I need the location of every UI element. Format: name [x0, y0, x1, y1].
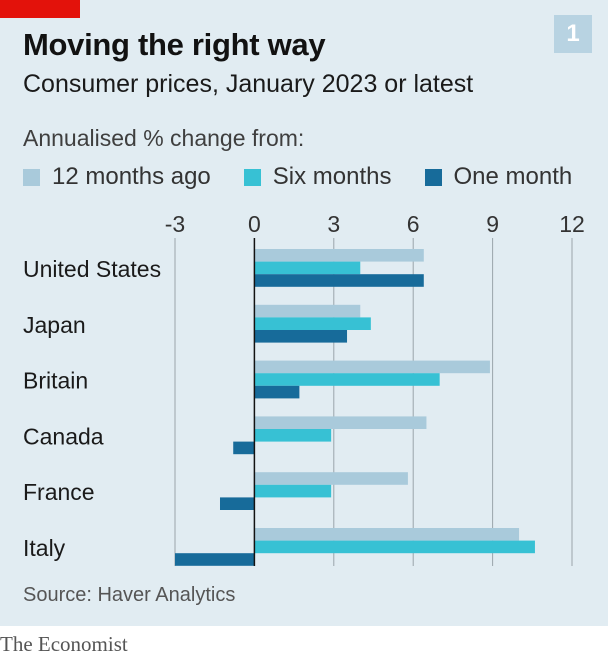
bar — [254, 528, 520, 541]
brand-red-bar — [0, 0, 80, 18]
bar — [254, 484, 332, 498]
source-note: Source: Haver Analytics — [23, 584, 236, 606]
bar — [254, 360, 490, 374]
legend-item-one-month: One month — [424, 163, 573, 191]
chart-title: Moving the right way — [23, 27, 326, 62]
legend-label-12-months: 12 months ago — [52, 163, 211, 190]
legend-label-one-month: One month — [453, 163, 573, 190]
bar — [233, 441, 255, 455]
bar — [254, 304, 361, 318]
legend-swatch-12-months — [23, 168, 40, 186]
legend-title: Annualised % change from: — [23, 125, 305, 151]
category-label: United States — [23, 256, 161, 282]
bar — [254, 249, 424, 262]
legend-swatch-six-months — [243, 168, 261, 186]
chart-subtitle: Consumer prices, January 2023 or latest — [23, 70, 474, 98]
category-label: Japan — [23, 312, 86, 338]
category-label: Britain — [23, 368, 88, 394]
bar — [254, 317, 371, 330]
bar — [254, 472, 408, 485]
category-label: Canada — [23, 423, 104, 449]
bar — [254, 429, 332, 442]
bar — [254, 330, 348, 343]
brand-wordmark: The Economist — [0, 632, 128, 656]
bar — [254, 373, 440, 386]
chart-number-badge: 1 — [554, 15, 592, 53]
x-tick-label: 3 — [327, 211, 340, 237]
bar-chart: -3 0 3 6 9 12 United States Japan Britain Canada F… — [23, 211, 585, 566]
bar — [175, 553, 255, 566]
x-tick-label: 0 — [248, 211, 261, 237]
legend-swatch-one-month — [424, 168, 442, 186]
category-label: France — [23, 479, 95, 505]
x-tick-label: 9 — [486, 211, 499, 237]
bar — [254, 416, 427, 429]
bar — [254, 540, 535, 554]
legend-item-six-months: Six months — [243, 163, 392, 191]
legend-item-12-months: 12 months ago — [23, 163, 211, 191]
bar — [254, 261, 361, 275]
bar — [219, 497, 255, 510]
x-tick-label: -3 — [165, 211, 185, 237]
category-label: Italy — [23, 535, 66, 561]
bar — [254, 274, 424, 287]
x-tick-label: 6 — [407, 211, 420, 237]
x-tick-label: 12 — [559, 211, 585, 237]
bar — [254, 385, 300, 399]
legend-label-six-months: Six months — [272, 163, 392, 190]
legend: 12 months ago Six months One month — [23, 162, 605, 192]
